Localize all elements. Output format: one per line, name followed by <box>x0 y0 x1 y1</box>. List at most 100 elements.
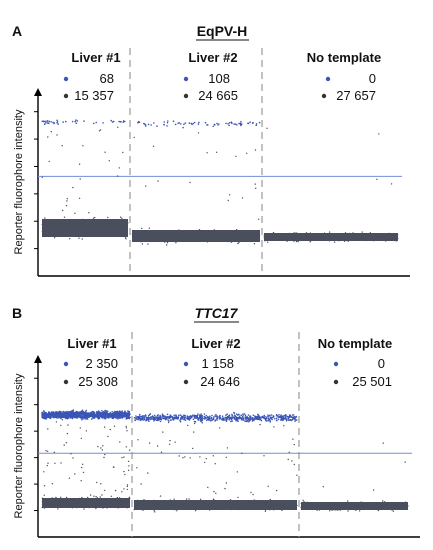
negative-droplet <box>142 235 145 237</box>
panel-b-well-1-negative-dot <box>63 379 69 385</box>
negative-droplet <box>228 504 231 507</box>
positive-droplet <box>41 415 43 417</box>
negative-droplet <box>254 234 257 236</box>
positive-droplet <box>41 120 44 123</box>
negative-droplet <box>110 222 112 224</box>
negative-droplet <box>309 232 311 234</box>
negative-droplet <box>167 504 169 507</box>
rain-droplet <box>45 450 47 452</box>
positive-droplet <box>193 416 195 418</box>
negative-droplet <box>118 497 121 499</box>
negative-droplet <box>348 502 351 504</box>
positive-droplet <box>200 413 202 416</box>
positive-droplet <box>269 420 272 422</box>
negative-droplet <box>180 502 183 504</box>
negative-droplet <box>263 502 265 504</box>
negative-droplet <box>109 502 112 504</box>
rain-droplet <box>266 127 268 129</box>
positive-droplet <box>252 417 254 419</box>
negative-droplet <box>253 237 256 239</box>
negative-droplet <box>50 224 53 226</box>
negative-droplet <box>281 509 283 512</box>
positive-droplet <box>64 417 67 420</box>
negative-droplet <box>247 500 250 502</box>
rain-droplet <box>125 501 127 503</box>
negative-droplet <box>156 238 158 241</box>
negative-droplet <box>233 240 236 242</box>
rain-droplet <box>124 221 127 223</box>
negative-droplet <box>48 506 51 508</box>
negative-droplet <box>88 505 91 507</box>
positive-droplet <box>65 414 68 417</box>
rain-droplet <box>41 176 43 178</box>
rain-droplet <box>48 160 50 163</box>
positive-droplet <box>55 413 58 416</box>
rain-droplet <box>150 230 153 232</box>
positive-droplet <box>57 123 59 125</box>
positive-droplet <box>159 414 161 417</box>
positive-droplet <box>60 416 62 419</box>
positive-droplet <box>143 417 146 420</box>
panel-b-well-2-label: Liver #2 <box>191 336 240 351</box>
negative-droplet <box>226 236 229 239</box>
positive-droplet <box>289 416 291 419</box>
positive-droplet <box>256 418 258 421</box>
negative-droplet <box>241 237 243 240</box>
negative-droplet <box>117 230 120 232</box>
negative-droplet <box>348 235 350 237</box>
negative-droplet <box>406 503 408 505</box>
negative-droplet <box>59 229 61 232</box>
negative-droplet <box>349 503 352 506</box>
negative-droplet <box>397 505 399 507</box>
positive-droplet <box>91 414 94 417</box>
negative-droplet <box>126 233 128 236</box>
negative-droplet <box>261 508 263 511</box>
positive-droplet <box>221 415 224 418</box>
positive-droplet <box>117 412 119 415</box>
negative-droplet <box>116 219 119 222</box>
negative-droplet <box>117 232 120 234</box>
positive-droplet <box>171 416 173 418</box>
negative-droplet <box>207 239 209 242</box>
positive-droplet <box>105 413 107 416</box>
negative-droplet <box>253 239 256 241</box>
negative-droplet <box>349 232 351 235</box>
positive-droplet <box>92 415 95 418</box>
panel-a-letter: A <box>12 23 22 39</box>
positive-droplet <box>161 413 164 416</box>
negative-droplet <box>121 226 123 228</box>
negative-droplet <box>118 225 120 227</box>
negative-droplet <box>353 506 356 508</box>
negative-droplet <box>176 502 179 504</box>
positive-droplet <box>172 120 175 122</box>
negative-droplet <box>55 502 57 505</box>
negative-droplet <box>370 236 373 238</box>
negative-droplet <box>81 503 83 505</box>
rain-droplet <box>66 432 69 435</box>
negative-droplet <box>77 503 79 506</box>
positive-droplet <box>45 417 47 419</box>
negative-droplet <box>108 222 110 224</box>
negative-droplet <box>373 508 375 510</box>
positive-droplet <box>205 419 208 422</box>
negative-droplet <box>236 234 239 236</box>
negative-droplet <box>244 231 247 233</box>
positive-droplet <box>264 417 267 420</box>
rain-droplet <box>287 458 289 461</box>
negative-droplet <box>293 240 295 242</box>
positive-droplet <box>245 420 248 423</box>
negative-droplet <box>67 230 69 233</box>
negative-droplet-band <box>134 500 297 510</box>
negative-droplet <box>71 502 73 505</box>
positive-droplet <box>257 417 259 419</box>
positive-droplet <box>141 415 144 417</box>
negative-droplet <box>353 504 355 507</box>
positive-droplet <box>286 418 288 421</box>
negative-droplet <box>70 229 73 232</box>
negative-droplet <box>240 234 243 236</box>
negative-droplet <box>324 506 326 508</box>
negative-droplet <box>309 505 311 507</box>
negative-droplet <box>97 230 99 233</box>
negative-droplet <box>124 223 126 226</box>
positive-droplet <box>186 418 189 420</box>
